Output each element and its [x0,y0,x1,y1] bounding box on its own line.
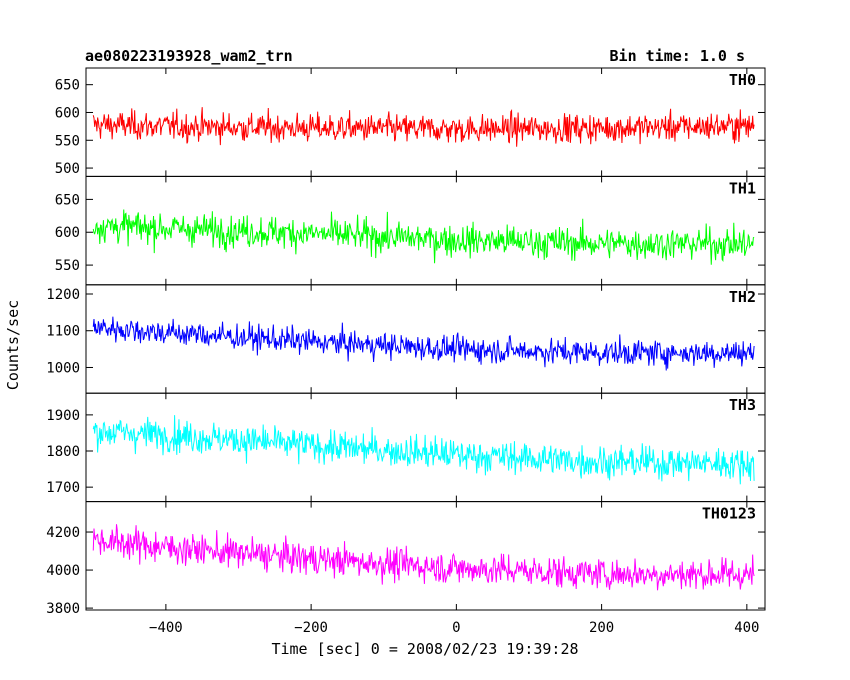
panel-th2: 1000 1100 1200 TH2 [46,284,766,394]
y-tick-label: 1800 [46,444,80,460]
y-tick-label: 1100 [46,324,80,340]
panel-frame [85,501,766,611]
panel-th0: 500 550 600 650 TH0 [55,67,766,177]
x-axis-label: Time [sec] 0 = 2008/02/23 19:39:28 [271,640,578,658]
panel-th0123: 3800 4000 4200 TH0123 [46,501,766,617]
y-tick-label: 1000 [46,360,80,376]
y-tick-label: 3800 [46,601,80,617]
series-line-th2 [92,316,755,371]
panels-group: 500 550 600 650 TH0 550 600 650 TH1 1000 1100 1200 T… [46,67,766,617]
panel-label: TH0 [729,71,756,89]
y-tick-label: 1900 [46,408,80,424]
series-line-th0 [92,107,755,147]
x-tick-label: −400 [149,620,183,636]
x-tick-label: 200 [589,620,614,636]
x-tick-label: −200 [294,620,328,636]
x-tick-label: 400 [734,620,759,636]
y-axis-label: Counts/sec [4,300,22,390]
panel-frame [85,284,766,394]
panel-label: TH3 [729,396,756,414]
series-line-th1 [92,209,755,265]
y-tick-label: 4200 [46,525,80,541]
y-tick-label: 550 [55,258,80,274]
y-tick-label: 1700 [46,480,80,496]
panel-th1: 550 600 650 TH1 [55,175,766,286]
y-tick-label: 500 [55,161,80,177]
bin-time-label: Bin time: 1.0 s [610,47,745,65]
y-tick-label: 600 [55,105,80,121]
y-tick-label: 4000 [46,563,80,579]
y-tick-label: 650 [55,78,80,94]
chart-title: ae080223193928_wam2_trn [85,47,293,65]
panel-label: TH1 [729,179,756,197]
y-tick-label: 1200 [46,287,80,303]
y-tick-label: 600 [55,225,80,241]
x-axis: −400 −200 0 200 400 [149,620,759,636]
series-line-th3 [92,415,755,485]
panel-frame [85,175,766,286]
series-line-th0123 [92,524,755,591]
y-tick-label: 550 [55,133,80,149]
y-tick-label: 650 [55,192,80,208]
panel-label: TH0123 [702,505,756,523]
panel-th3: 1700 1800 1900 TH3 [46,392,766,503]
x-tick-label: 0 [452,620,460,636]
panel-label: TH2 [729,288,756,306]
